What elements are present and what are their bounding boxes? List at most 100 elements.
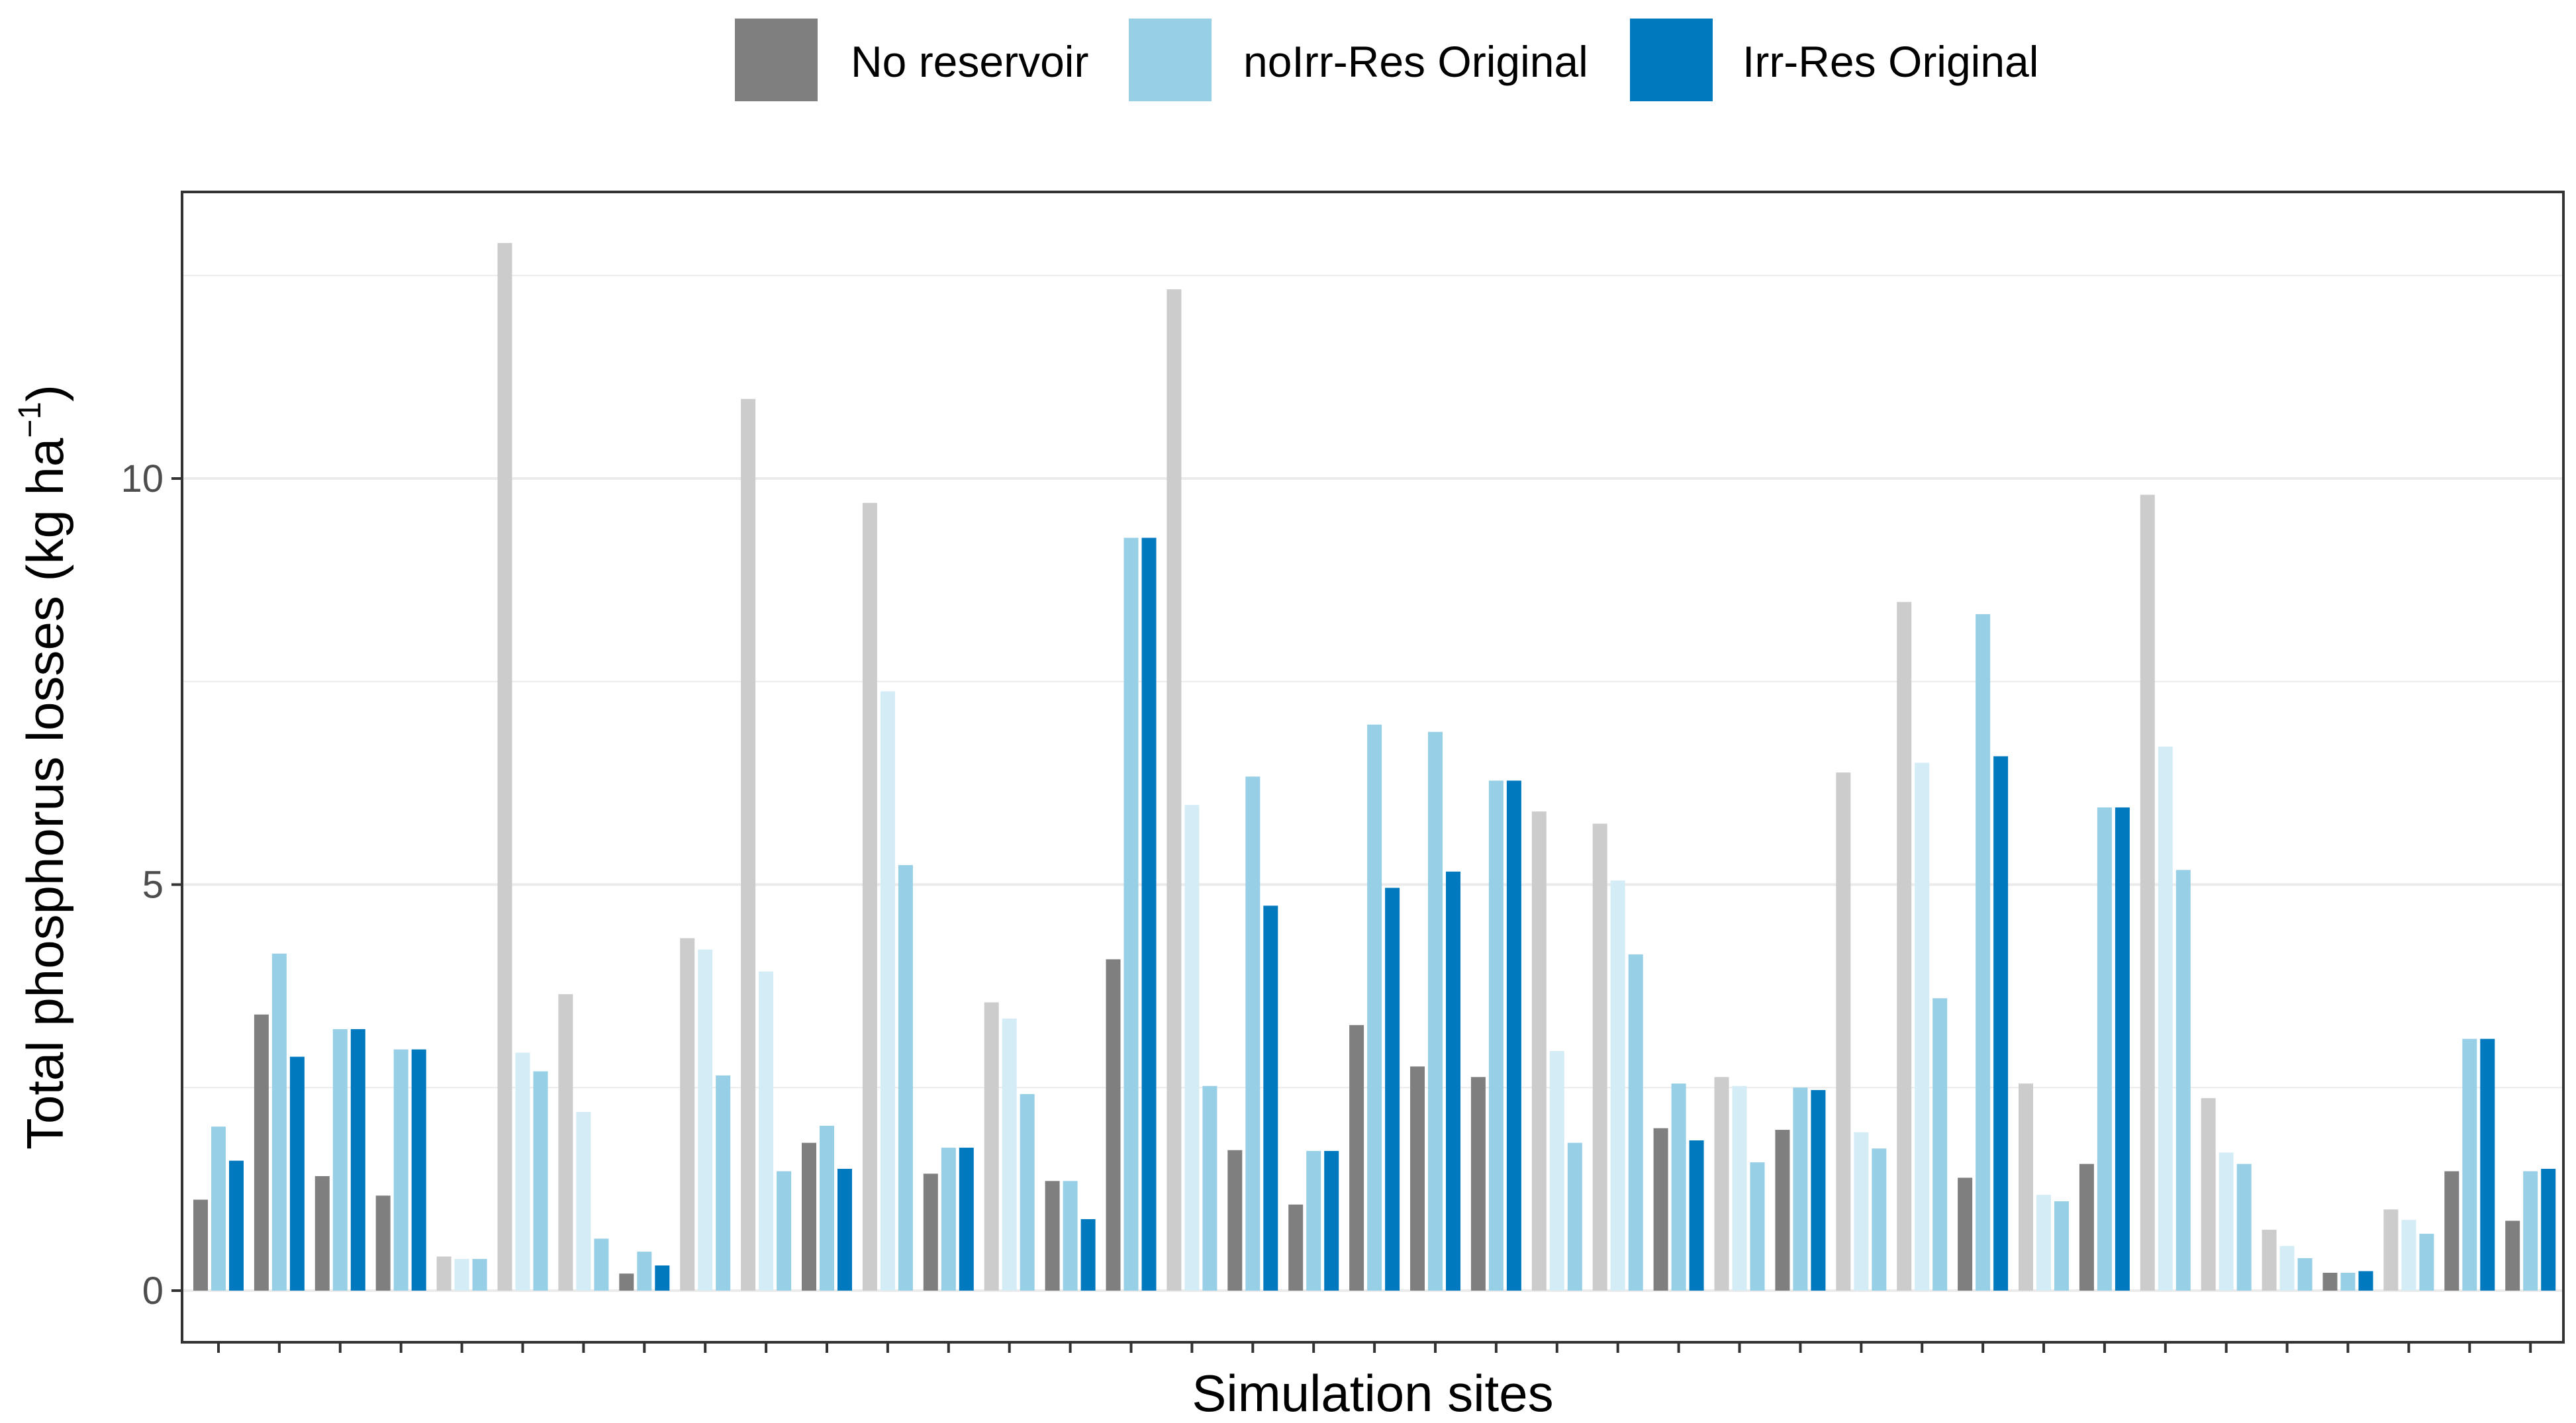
bar [454,1259,469,1291]
y-axis-title-superscript: −1 [13,402,48,438]
site-group [1410,731,1460,1291]
site-group [558,994,609,1291]
site-group [1836,772,1887,1291]
bar [837,1168,852,1291]
bar [1349,1025,1364,1291]
site-group [436,1256,487,1291]
legend-label: noIrr-Res Original [1243,37,1588,86]
site-group [1227,776,1278,1291]
bar [289,1056,305,1291]
bar [411,1049,426,1291]
bar [1592,823,1607,1291]
site-group [1775,1087,1826,1291]
bar [2158,746,2173,1291]
legend-key [1630,19,1713,101]
legend-label: No reservoir [851,37,1088,86]
bar [1671,1083,1686,1291]
bar [1932,998,1948,1291]
bar [2523,1171,2538,1291]
bar [1428,731,1443,1291]
site-group [2322,1271,2373,1291]
bar [1531,811,1547,1291]
site-group [1045,1181,1096,1291]
bar [637,1252,652,1291]
bar [880,691,895,1291]
site-group [619,1252,670,1291]
bars [193,243,2556,1291]
bar [350,1029,365,1291]
bar [1854,1132,1869,1291]
bar [1689,1140,1704,1291]
bar [1610,880,1625,1291]
bar [820,1125,834,1291]
legend: No reservoir noIrr-Res Original Irr-Res Or… [735,19,2038,101]
site-group [314,1029,365,1291]
site-group [1531,811,1582,1291]
bar [1167,289,1182,1291]
bar [1410,1066,1425,1291]
site-group [1470,780,1521,1291]
site-group [2140,494,2191,1291]
bar [472,1259,487,1291]
bar [314,1175,330,1291]
y-tick-label: 0 [142,1269,164,1312]
bar [1567,1142,1582,1291]
bar [1446,871,1460,1291]
site-group [193,1126,244,1291]
site-group [2019,1083,2069,1291]
bar [1653,1128,1668,1291]
bar [1106,959,1121,1291]
bar [1020,1094,1035,1291]
bar [1202,1085,1217,1291]
bar [680,938,695,1291]
bar [576,1112,591,1291]
bar [698,949,713,1291]
bar [777,1171,792,1291]
bar [1002,1018,1017,1291]
bar [1324,1150,1339,1291]
plot-border [181,191,2565,1344]
legend-key [1129,19,1212,101]
bar [2505,1220,2520,1291]
bar [2140,494,2155,1291]
bar [802,1142,816,1291]
bar [1793,1087,1808,1291]
bar [375,1195,391,1291]
bar [898,865,913,1291]
site-group [1288,1150,1339,1291]
site-group [1349,724,1400,1291]
bar [2297,1258,2313,1291]
bar [2322,1273,2338,1291]
bar [2175,870,2191,1291]
bar [2279,1246,2295,1291]
bar [1714,1077,1729,1291]
y-axis-title: Total phosphorus losses (kg ha−1) [13,385,74,1150]
site-group [375,1049,426,1291]
bar [2236,1164,2252,1291]
bar [1063,1181,1078,1291]
site-group [254,953,305,1291]
site-group [1106,537,1157,1291]
bar [1628,954,1643,1291]
bar [1141,537,1157,1291]
bar [497,243,512,1291]
site-group [1958,614,2009,1291]
site-group [497,243,548,1291]
bar [2019,1083,2033,1291]
site-group [1653,1083,1704,1291]
bar [436,1256,452,1291]
bar [1123,537,1139,1291]
bar [2218,1152,2234,1291]
site-group [1167,289,1217,1291]
site-group [802,1125,852,1291]
bar [2201,1098,2216,1291]
bar [759,971,774,1291]
bar [741,398,756,1291]
site-group [862,502,913,1291]
bar [2541,1168,2556,1291]
bar [594,1238,609,1291]
bar [1506,780,1521,1291]
site-group [2262,1229,2313,1291]
bar [1367,724,1382,1291]
